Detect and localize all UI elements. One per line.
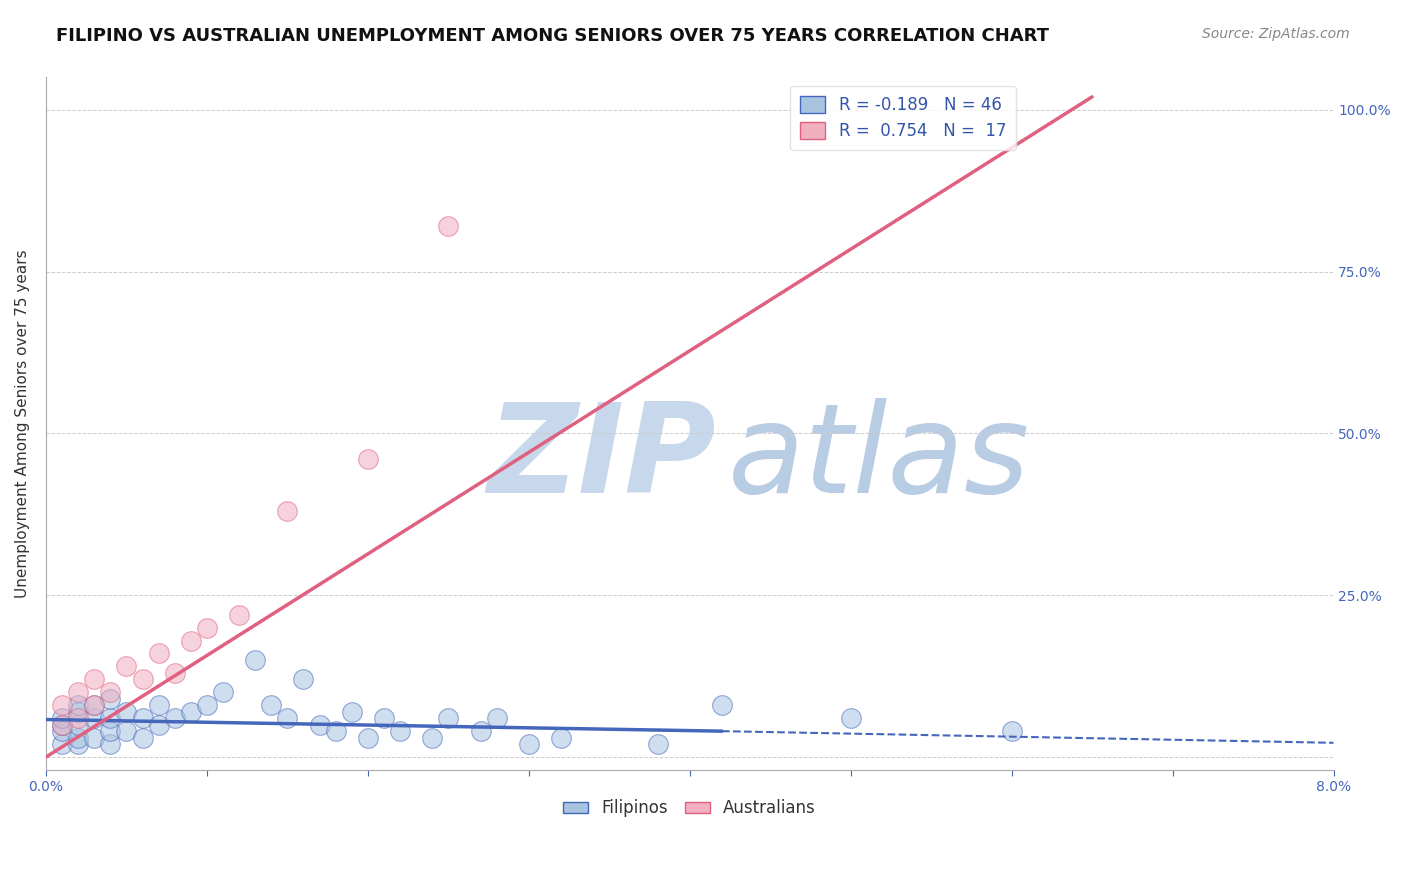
Point bbox=[437, 219, 460, 234]
Point bbox=[195, 621, 218, 635]
Point bbox=[420, 731, 443, 745]
Point bbox=[67, 731, 90, 745]
Point bbox=[550, 731, 572, 745]
Point bbox=[180, 705, 202, 719]
Point bbox=[437, 711, 460, 725]
Text: atlas: atlas bbox=[728, 398, 1031, 519]
Point bbox=[148, 698, 170, 713]
Point bbox=[83, 673, 105, 687]
Point bbox=[389, 724, 412, 739]
Point bbox=[276, 711, 298, 725]
Text: ZIP: ZIP bbox=[486, 398, 716, 519]
Point bbox=[373, 711, 395, 725]
Point bbox=[67, 698, 90, 713]
Point bbox=[51, 711, 73, 725]
Point bbox=[357, 731, 380, 745]
Point bbox=[131, 673, 153, 687]
Point bbox=[325, 724, 347, 739]
Point bbox=[292, 673, 315, 687]
Text: FILIPINO VS AUSTRALIAN UNEMPLOYMENT AMONG SENIORS OVER 75 YEARS CORRELATION CHAR: FILIPINO VS AUSTRALIAN UNEMPLOYMENT AMON… bbox=[56, 27, 1049, 45]
Text: Source: ZipAtlas.com: Source: ZipAtlas.com bbox=[1202, 27, 1350, 41]
Point bbox=[163, 665, 186, 680]
Point bbox=[148, 647, 170, 661]
Point bbox=[67, 685, 90, 699]
Point bbox=[83, 711, 105, 725]
Point bbox=[67, 737, 90, 751]
Point bbox=[340, 705, 363, 719]
Point bbox=[98, 737, 121, 751]
Point bbox=[51, 724, 73, 739]
Point bbox=[51, 717, 73, 731]
Point bbox=[115, 659, 138, 673]
Point bbox=[67, 705, 90, 719]
Point bbox=[148, 717, 170, 731]
Point bbox=[51, 737, 73, 751]
Point bbox=[228, 607, 250, 622]
Point bbox=[276, 504, 298, 518]
Point bbox=[67, 711, 90, 725]
Point bbox=[212, 685, 235, 699]
Point bbox=[131, 731, 153, 745]
Point bbox=[1001, 724, 1024, 739]
Point bbox=[308, 717, 330, 731]
Point bbox=[517, 737, 540, 751]
Legend: Filipinos, Australians: Filipinos, Australians bbox=[557, 793, 823, 824]
Point bbox=[485, 711, 508, 725]
Point bbox=[51, 717, 73, 731]
Point bbox=[83, 698, 105, 713]
Point bbox=[98, 691, 121, 706]
Y-axis label: Unemployment Among Seniors over 75 years: Unemployment Among Seniors over 75 years bbox=[15, 250, 30, 598]
Point bbox=[115, 705, 138, 719]
Point bbox=[98, 685, 121, 699]
Point bbox=[710, 698, 733, 713]
Point bbox=[245, 653, 267, 667]
Point bbox=[67, 717, 90, 731]
Point bbox=[647, 737, 669, 751]
Point bbox=[51, 698, 73, 713]
Point bbox=[839, 711, 862, 725]
Point bbox=[260, 698, 283, 713]
Point bbox=[98, 724, 121, 739]
Point bbox=[357, 452, 380, 467]
Point bbox=[195, 698, 218, 713]
Point bbox=[180, 633, 202, 648]
Point bbox=[470, 724, 492, 739]
Point bbox=[83, 731, 105, 745]
Point bbox=[131, 711, 153, 725]
Point bbox=[115, 724, 138, 739]
Point bbox=[98, 711, 121, 725]
Point bbox=[83, 698, 105, 713]
Point bbox=[163, 711, 186, 725]
